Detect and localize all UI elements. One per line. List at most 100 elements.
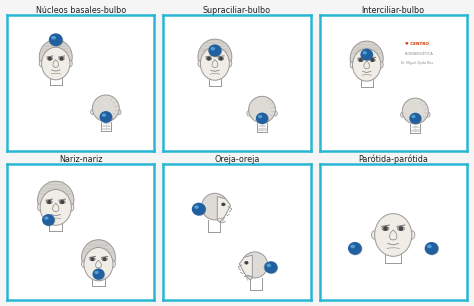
Circle shape	[257, 114, 268, 124]
Ellipse shape	[351, 245, 355, 248]
Ellipse shape	[242, 252, 268, 278]
Circle shape	[210, 46, 221, 57]
Ellipse shape	[59, 200, 65, 204]
Ellipse shape	[37, 204, 43, 211]
Circle shape	[410, 114, 420, 123]
Title: Supraciliar-bulbo: Supraciliar-bulbo	[203, 6, 271, 14]
Ellipse shape	[247, 111, 250, 116]
Circle shape	[91, 258, 94, 260]
Ellipse shape	[82, 240, 115, 275]
Ellipse shape	[412, 116, 415, 118]
Circle shape	[48, 201, 51, 203]
Ellipse shape	[428, 245, 431, 248]
Ellipse shape	[401, 112, 404, 117]
Ellipse shape	[90, 258, 95, 261]
Circle shape	[48, 58, 51, 60]
Ellipse shape	[39, 60, 44, 67]
Ellipse shape	[91, 110, 94, 115]
Circle shape	[256, 113, 267, 123]
Ellipse shape	[353, 49, 381, 81]
Text: Dr. Miguel Ojeda Rios: Dr. Miguel Ojeda Rios	[401, 61, 433, 65]
Circle shape	[246, 262, 247, 264]
Ellipse shape	[195, 206, 198, 208]
Ellipse shape	[118, 110, 121, 115]
Ellipse shape	[358, 58, 364, 62]
Circle shape	[219, 57, 222, 60]
Circle shape	[266, 263, 277, 274]
Ellipse shape	[110, 261, 115, 267]
Title: Núcleos basales-bulbo: Núcleos basales-bulbo	[36, 6, 126, 14]
Circle shape	[94, 270, 105, 280]
Ellipse shape	[374, 214, 412, 256]
Ellipse shape	[102, 114, 105, 116]
Ellipse shape	[427, 112, 430, 117]
Circle shape	[43, 215, 54, 225]
Ellipse shape	[370, 58, 375, 62]
Ellipse shape	[221, 203, 225, 206]
Title: Interciliar-bulbo: Interciliar-bulbo	[362, 6, 425, 14]
Ellipse shape	[92, 95, 119, 121]
Ellipse shape	[350, 62, 355, 68]
Circle shape	[101, 113, 112, 123]
Ellipse shape	[409, 231, 415, 239]
Ellipse shape	[273, 111, 277, 116]
Circle shape	[359, 59, 362, 61]
Ellipse shape	[378, 62, 383, 68]
Circle shape	[384, 227, 387, 230]
Ellipse shape	[363, 52, 366, 54]
Circle shape	[399, 227, 402, 230]
Circle shape	[208, 57, 210, 60]
Circle shape	[209, 45, 221, 56]
Circle shape	[60, 58, 63, 60]
Ellipse shape	[42, 47, 70, 80]
Circle shape	[426, 243, 438, 255]
Text: BIOENERGÉTICA: BIOENERGÉTICA	[405, 52, 434, 56]
Title: Oreja-oreja: Oreja-oreja	[214, 155, 260, 164]
Circle shape	[349, 243, 361, 254]
Ellipse shape	[249, 96, 275, 123]
Ellipse shape	[95, 271, 98, 273]
Circle shape	[362, 50, 373, 60]
Ellipse shape	[69, 204, 74, 211]
Ellipse shape	[245, 262, 248, 264]
Ellipse shape	[52, 36, 55, 39]
Circle shape	[265, 262, 277, 273]
Circle shape	[61, 201, 64, 203]
Title: Parótida-parótida: Parótida-parótida	[358, 154, 428, 164]
Ellipse shape	[382, 226, 389, 230]
Ellipse shape	[46, 200, 52, 204]
Ellipse shape	[267, 264, 271, 267]
Ellipse shape	[402, 98, 428, 124]
Circle shape	[193, 204, 206, 215]
Ellipse shape	[206, 57, 211, 60]
Ellipse shape	[39, 40, 72, 74]
Ellipse shape	[102, 258, 107, 261]
Circle shape	[103, 258, 106, 260]
Ellipse shape	[372, 231, 378, 239]
Circle shape	[50, 35, 63, 46]
Circle shape	[100, 112, 111, 122]
Ellipse shape	[259, 116, 262, 118]
Ellipse shape	[201, 47, 229, 80]
Circle shape	[50, 34, 62, 45]
Ellipse shape	[350, 41, 383, 76]
Ellipse shape	[398, 226, 404, 230]
Ellipse shape	[45, 217, 48, 219]
Ellipse shape	[59, 57, 64, 60]
Polygon shape	[239, 255, 252, 280]
Circle shape	[44, 215, 55, 226]
Polygon shape	[217, 197, 231, 222]
Ellipse shape	[67, 60, 72, 67]
Ellipse shape	[198, 39, 232, 75]
Ellipse shape	[201, 205, 205, 213]
Circle shape	[349, 243, 362, 255]
Title: Nariz-nariz: Nariz-nariz	[59, 155, 102, 164]
Circle shape	[361, 50, 372, 60]
Ellipse shape	[84, 248, 113, 281]
Circle shape	[222, 203, 225, 205]
Ellipse shape	[40, 189, 71, 225]
Ellipse shape	[264, 263, 269, 271]
Circle shape	[192, 203, 205, 215]
Ellipse shape	[198, 60, 203, 67]
Circle shape	[425, 243, 438, 254]
